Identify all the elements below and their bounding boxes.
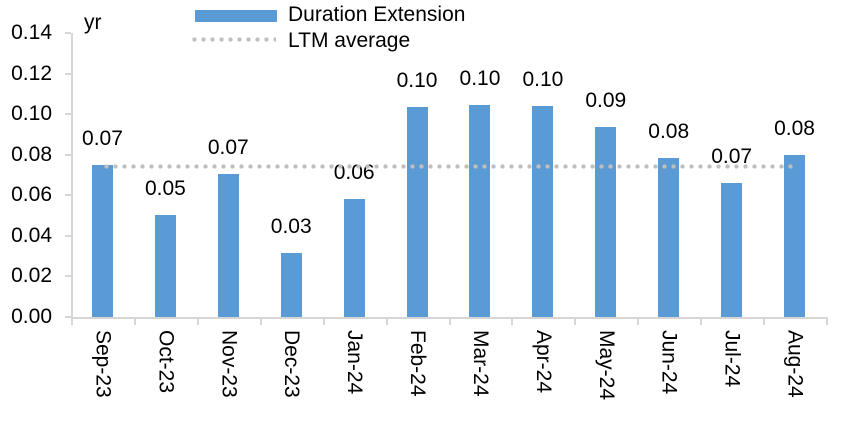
y-axis-tick (65, 72, 71, 75)
x-axis-tick (133, 317, 136, 325)
bar-mar-24 (469, 105, 491, 317)
x-axis-category-label: Aug-24 (783, 330, 807, 398)
legend-ltm-label: LTM average (288, 29, 411, 52)
legend-ltm-swatch (190, 37, 276, 42)
x-axis-tick (511, 317, 514, 325)
x-axis-tick (322, 317, 325, 325)
x-axis-category-label: Jan-24 (343, 330, 367, 395)
bar-dec-23 (280, 253, 302, 317)
y-axis-line (71, 33, 73, 317)
y-axis-unit-label: yr (84, 11, 102, 34)
y-axis-tick-label: 0.06 (11, 183, 52, 207)
y-axis-tick (65, 32, 71, 34)
x-axis-category-label: Jun-24 (657, 330, 681, 395)
ltm-average-line (102, 164, 795, 170)
y-axis-tick-label: 0.14 (11, 21, 52, 44)
bar-value-label: 0.07 (711, 145, 753, 169)
y-axis-tick (65, 234, 71, 237)
x-axis-tick (448, 317, 451, 325)
y-axis-tick-label: 0.00 (11, 305, 52, 328)
x-axis-tick (637, 317, 640, 325)
bar-apr-24 (532, 106, 554, 317)
bar-feb-24 (406, 107, 428, 317)
bar-jun-24 (658, 157, 680, 317)
x-axis-tick (763, 317, 766, 325)
y-axis-tick (65, 275, 71, 278)
bar-nov-23 (217, 173, 239, 317)
x-axis-category-label: Apr-24 (531, 330, 555, 394)
y-axis-tick-label: 0.12 (11, 61, 52, 85)
y-axis-tick-label: 0.04 (11, 223, 52, 247)
x-axis-tick (71, 317, 73, 325)
bar-value-label: 0.10 (522, 68, 564, 92)
bar-value-label: 0.05 (144, 176, 186, 200)
x-axis-tick (385, 317, 388, 325)
bar-jul-24 (721, 183, 743, 317)
x-axis-category-label: Nov-23 (217, 330, 241, 398)
y-axis-tick (65, 113, 71, 116)
bar-oct-23 (154, 214, 176, 317)
bar-value-label: 0.07 (82, 127, 123, 151)
bar-value-label: 0.08 (774, 116, 815, 140)
bar-value-label: 0.03 (270, 215, 312, 239)
x-axis-category-label: May-24 (594, 330, 618, 401)
bar-value-label: 0.10 (459, 67, 501, 90)
x-axis-tick (826, 317, 828, 325)
y-axis-tick-label: 0.08 (11, 142, 52, 166)
y-axis-tick-label: 0.02 (11, 264, 52, 288)
x-axis-category-label: Feb-24 (406, 330, 430, 397)
bar-value-label: 0.10 (396, 69, 438, 93)
legend-bar-swatch (195, 10, 277, 22)
x-axis-category-label: Oct-23 (154, 330, 178, 394)
bar-sep-23 (91, 165, 113, 317)
x-axis-category-label: Dec-23 (280, 330, 304, 398)
x-axis-category-label: Jul-24 (720, 330, 744, 388)
y-axis-tick (65, 194, 71, 197)
bar-jan-24 (343, 199, 365, 317)
y-axis-tick-label: 0.10 (11, 102, 52, 126)
x-axis-tick (259, 317, 262, 325)
bar-value-label: 0.08 (648, 119, 690, 143)
y-axis-tick (65, 316, 71, 318)
bar-value-label: 0.07 (207, 135, 249, 159)
x-axis-category-label: Mar-24 (468, 330, 492, 397)
x-axis-tick (196, 317, 199, 325)
x-axis-tick (574, 317, 577, 325)
bar-aug-24 (784, 154, 806, 317)
y-axis-tick (65, 153, 71, 156)
bar-value-label: 0.09 (585, 89, 627, 113)
x-axis-category-label: Sep-23 (91, 330, 115, 398)
x-axis-tick (700, 317, 703, 325)
bar-may-24 (595, 127, 617, 317)
legend-bar-label: Duration Extension (288, 3, 466, 26)
